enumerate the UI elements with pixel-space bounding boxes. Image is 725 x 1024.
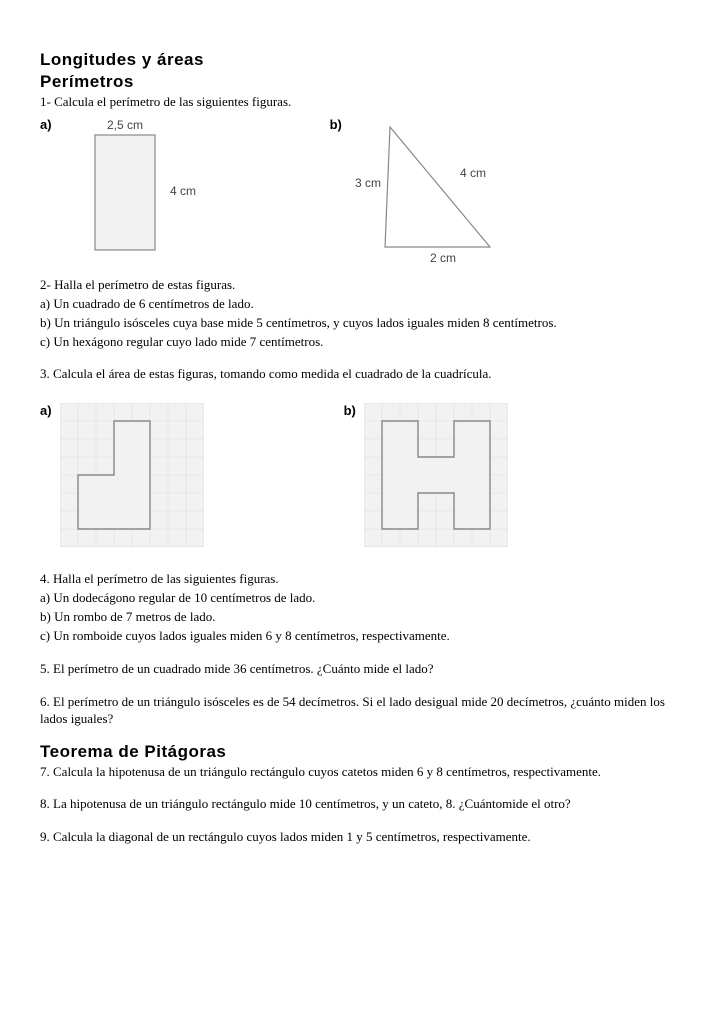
q4-b: b) Un rombo de 7 metros de lado. [40,609,685,626]
q1-fig-a: a) 2,5 cm 4 cm [40,117,220,267]
heading-longitudes: Longitudes y áreas [40,50,685,70]
triangle-shape [385,127,490,247]
q9: 9. Calcula la diagonal de un rectángulo … [40,829,685,846]
q3-fig-b: b) [344,403,508,547]
rect-top-label: 2,5 cm [107,118,143,132]
label-b-2: b) [344,403,356,418]
q1-figures: a) 2,5 cm 4 cm b) 3 cm 4 cm 2 cm [40,117,685,267]
tri-left-label: 3 cm [355,176,381,190]
q1-prompt: 1- Calcula el perímetro de las siguiente… [40,94,685,111]
q2-a: a) Un cuadrado de 6 centímetros de lado. [40,296,685,313]
grid-shape-a [60,403,204,547]
q2-b: b) Un triángulo isósceles cuya base mide… [40,315,685,332]
q4-prompt: 4. Halla el perímetro de las siguientes … [40,571,685,588]
q3-prompt: 3. Calcula el área de estas figuras, tom… [40,366,685,383]
q2-c: c) Un hexágono regular cuyo lado mide 7 … [40,334,685,351]
heading-perimetros: Perímetros [40,72,685,92]
tri-bottom-label: 2 cm [430,251,456,265]
q4-c: c) Un romboide cuyos lados iguales miden… [40,628,685,645]
q2-prompt: 2- Halla el perímetro de estas figuras. [40,277,685,294]
triangle-diagram: 3 cm 4 cm 2 cm [350,117,550,267]
q6: 6. El perímetro de un triángulo isóscele… [40,694,685,728]
grid-shape-b [364,403,508,547]
rectangle-diagram: 2,5 cm 4 cm [60,117,220,267]
rect-side-label: 4 cm [170,184,196,198]
q3-figures: a) b) [40,403,685,547]
q1-fig-b: b) 3 cm 4 cm 2 cm [330,117,550,267]
q5: 5. El perímetro de un cuadrado mide 36 c… [40,661,685,678]
label-a-2: a) [40,403,52,418]
q4-a: a) Un dodecágono regular de 10 centímetr… [40,590,685,607]
tri-right-label: 4 cm [460,166,486,180]
rectangle-shape [95,135,155,250]
q8: 8. La hipotenusa de un triángulo rectáng… [40,796,685,813]
q3-fig-a: a) [40,403,204,547]
label-a: a) [40,117,52,132]
heading-pitagoras: Teorema de Pitágoras [40,742,685,762]
label-b: b) [330,117,342,132]
q7: 7. Calcula la hipotenusa de un triángulo… [40,764,685,781]
